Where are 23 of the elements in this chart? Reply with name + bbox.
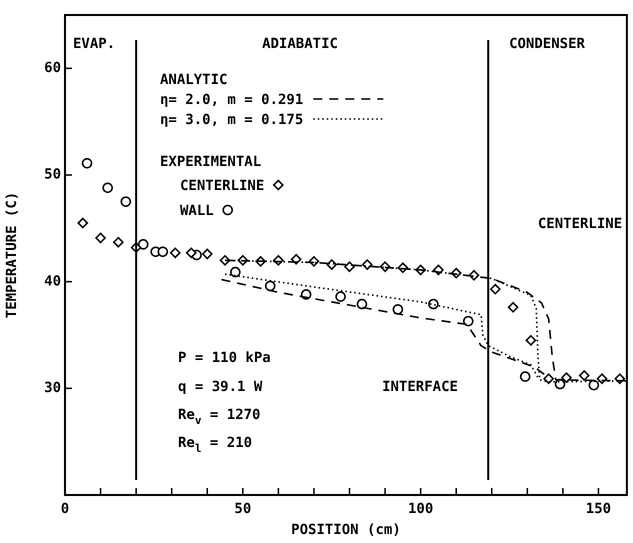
legend-label: η= 2.0, m = 0.291 bbox=[160, 92, 304, 108]
y-axis-title: TEMPERATURE (C) bbox=[4, 192, 20, 318]
legend-label: CENTERLINE bbox=[180, 178, 264, 194]
annotation: q = 39.1 W bbox=[178, 379, 263, 395]
annotation: INTERFACE bbox=[382, 379, 458, 395]
annotation: CONDENSER bbox=[509, 36, 586, 52]
x-tick-label: 150 bbox=[586, 501, 612, 518]
legend-label: WALL bbox=[180, 203, 214, 219]
y-tick-label: 50 bbox=[44, 166, 61, 183]
y-tick-label: 30 bbox=[44, 380, 61, 396]
annotation: ADIABATIC bbox=[262, 36, 338, 52]
annotation: CENTERLINE bbox=[538, 216, 622, 232]
y-tick-label: 60 bbox=[44, 60, 61, 76]
annotation: EXPERIMENTAL bbox=[160, 154, 262, 170]
legend-label: η= 3.0, m = 0.175 bbox=[160, 112, 304, 128]
annotation: ANALYTIC bbox=[160, 72, 228, 88]
x-tick-label: 0 bbox=[60, 501, 70, 518]
x-axis-title: POSITION (cm) bbox=[291, 522, 401, 538]
annotation: P = 110 kPa bbox=[178, 350, 271, 366]
annotation: EVAP. bbox=[73, 36, 116, 52]
y-tick-label: 40 bbox=[44, 273, 61, 290]
x-tick-label: 100 bbox=[408, 501, 434, 518]
x-tick-label: 50 bbox=[234, 501, 252, 518]
